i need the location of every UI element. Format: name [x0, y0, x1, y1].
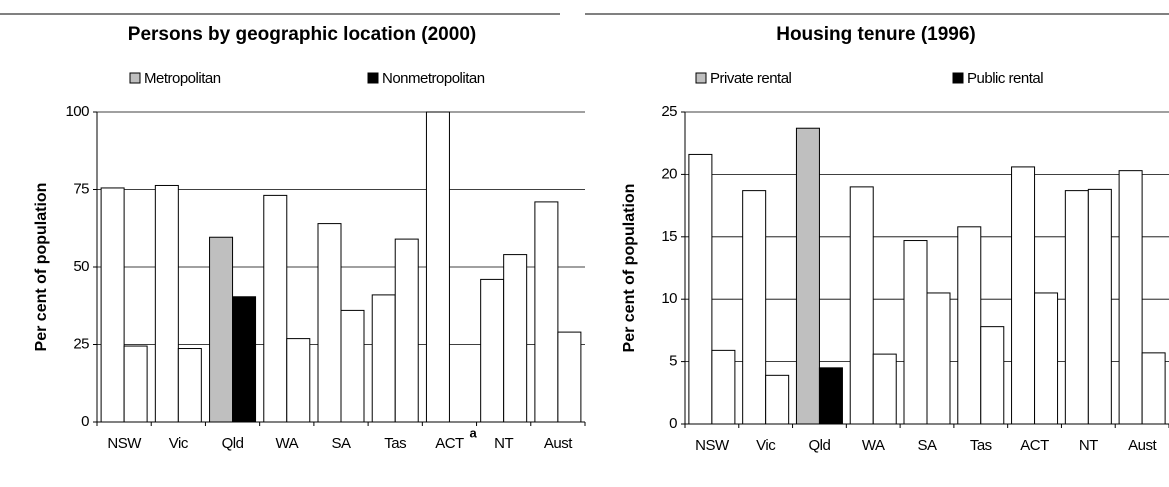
y-axis-label: Per cent of population [33, 183, 50, 352]
x-tick-label: WA [862, 437, 885, 454]
y-axis-label: Per cent of population [621, 184, 638, 353]
x-tick-label: WA [275, 435, 298, 452]
bar [1034, 292, 1059, 425]
bar [1141, 352, 1166, 425]
bar [872, 353, 897, 425]
bar [286, 338, 311, 423]
bar [209, 236, 234, 423]
y-tick-label: 25 [73, 335, 89, 352]
x-tick-label: Aust [1128, 437, 1157, 454]
x-tick-label: SA [917, 437, 937, 454]
x-tick-label: Vic [169, 435, 189, 452]
x-tick-label: SA [331, 435, 351, 452]
legend-swatch [129, 72, 141, 84]
bar [100, 187, 125, 423]
x-tick-label: ACT [435, 435, 464, 452]
y-tick-label: 0 [669, 415, 677, 432]
legend-swatch [367, 72, 379, 84]
bar [742, 190, 767, 425]
y-tick-label: 75 [73, 180, 89, 197]
x-tick-label: Aust [544, 435, 573, 452]
legend-label: Metropolitan [144, 70, 221, 87]
y-tick-label: 15 [661, 228, 677, 245]
bar [177, 348, 202, 423]
x-tick-label: Qld [809, 437, 831, 454]
y-tick-label: 20 [661, 165, 677, 182]
bar [534, 201, 559, 423]
x-tick-label: NSW [695, 437, 730, 454]
bar [317, 223, 342, 423]
x-tick-label: NT [494, 435, 513, 452]
y-tick-label: 50 [73, 258, 89, 275]
bar [394, 238, 419, 423]
legend-swatch [695, 72, 707, 84]
x-tick-label: NT [1079, 437, 1098, 454]
x-tick-label: Tas [384, 435, 406, 452]
bar [340, 309, 365, 423]
x-tick-label: NSW [107, 435, 142, 452]
x-tick-label: Qld [222, 435, 244, 452]
bar [557, 331, 582, 423]
x-tick-label: ACT [1020, 437, 1049, 454]
bar [795, 127, 820, 425]
legend-label: Private rental [710, 70, 792, 87]
bar [1064, 190, 1089, 425]
bar [849, 186, 874, 425]
bar [1087, 188, 1112, 425]
y-tick-label: 100 [65, 103, 89, 120]
legend-label: Public rental [967, 70, 1043, 87]
chart-title: Housing tenure (1996) [776, 24, 976, 45]
bar [903, 240, 928, 425]
bar [371, 294, 396, 423]
x-tick-label: Tas [970, 437, 992, 454]
bar [818, 367, 843, 425]
y-tick-label: 5 [669, 353, 677, 370]
bar [123, 345, 148, 423]
bar [154, 184, 179, 423]
y-tick-label: 10 [661, 290, 677, 307]
bar [1011, 166, 1036, 425]
y-tick-label: 25 [661, 103, 677, 120]
bar [1118, 170, 1143, 425]
bar [711, 349, 736, 425]
bar [980, 326, 1005, 425]
bar [503, 254, 528, 423]
legend-label: Nonmetropolitan [382, 70, 485, 87]
y-tick-label: 0 [81, 413, 89, 430]
bar [263, 194, 288, 423]
x-tick-label: Vic [756, 437, 776, 454]
bar [957, 226, 982, 425]
legend-swatch [952, 72, 964, 84]
bar [232, 296, 257, 423]
bar [425, 111, 450, 423]
bar [765, 374, 790, 425]
annotation: a [469, 425, 477, 440]
bar [688, 153, 713, 425]
bar [926, 292, 951, 425]
bar [480, 278, 505, 423]
chart-title: Persons by geographic location (2000) [128, 24, 476, 45]
